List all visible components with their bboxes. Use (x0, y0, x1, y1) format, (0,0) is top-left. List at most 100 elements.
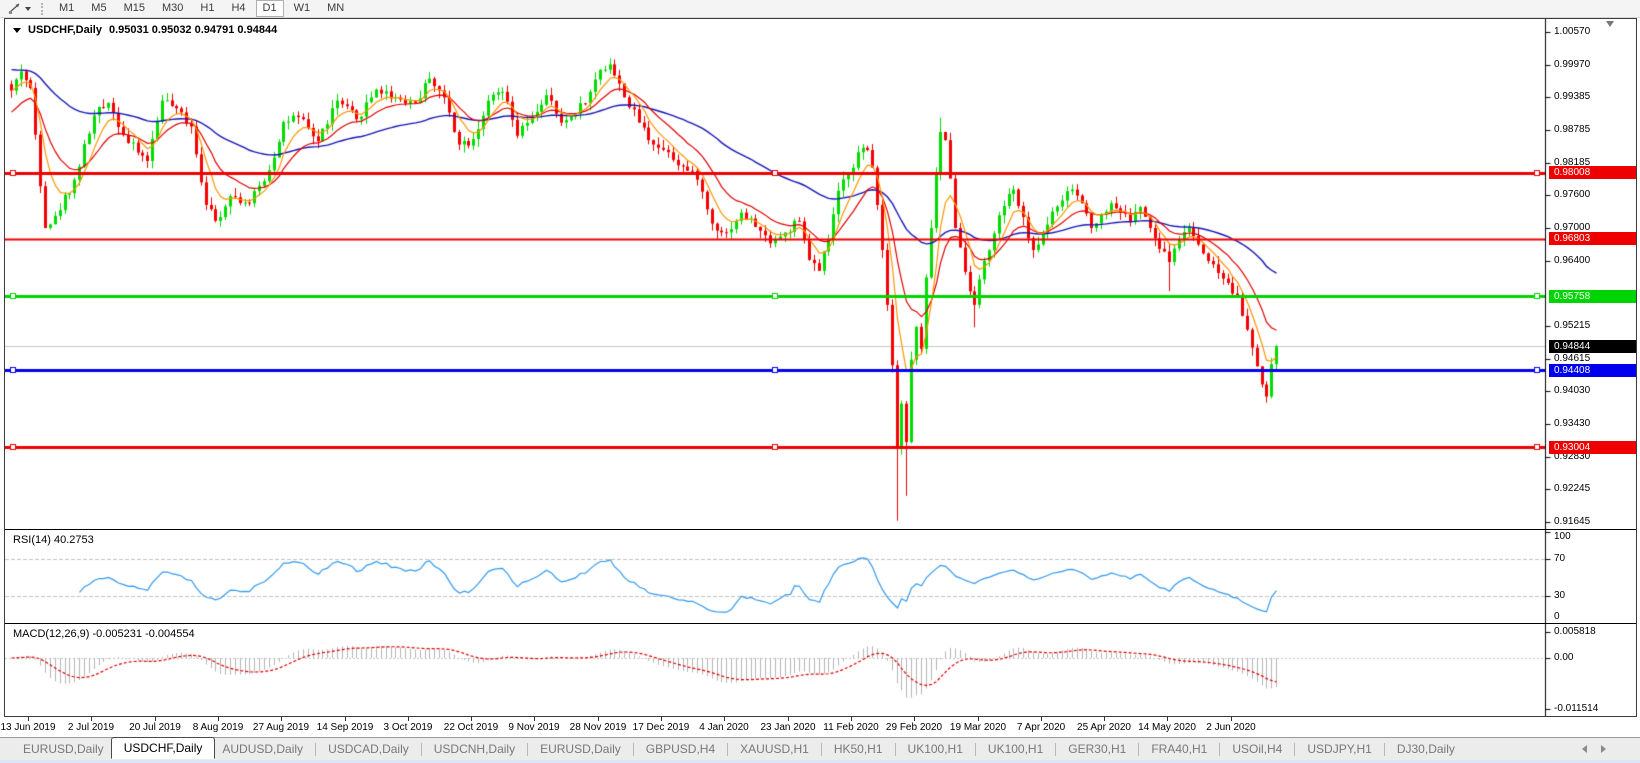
macd-panel: MACD(12,26,9) -0.005231 -0.004554 0.0058… (5, 624, 1636, 716)
timeframe-buttons: M1 M5 M15 M30 H1 H4 D1 W1 MN (52, 0, 351, 17)
chart-tab-usdcnh-4[interactable]: USDCNH,Daily (433, 742, 516, 756)
chart-tab-usdchf-1[interactable]: USDCHF,Daily (110, 737, 216, 759)
chart-shift-marker-icon (1606, 21, 1614, 27)
chart-window: USDCHF,Daily 0.95031 0.95032 0.94791 0.9… (4, 18, 1637, 717)
price-axis-tick-label: 0.95215 (1554, 320, 1591, 331)
time-axis-label: 25 Apr 2020 (1077, 722, 1131, 733)
time-axis-label: 13 Jun 2019 (0, 722, 56, 733)
time-axis-tick (471, 717, 472, 721)
chart-tab-audusd-2[interactable]: AUDUSD,Daily (222, 742, 304, 756)
chart-tab-usdcad-3[interactable]: USDCAD,Daily (328, 742, 409, 756)
time-axis-tick (914, 717, 915, 721)
time-axis-label: 27 Aug 2019 (252, 722, 310, 733)
chart-tab-ger30-11[interactable]: GER30,H1 (1068, 742, 1127, 756)
chart-tab-fra40-12[interactable]: FRA40,H1 (1151, 742, 1208, 756)
tab-separator (820, 742, 822, 756)
chart-tab-uk100-9[interactable]: UK100,H1 (907, 742, 963, 756)
tab-separator (1294, 742, 1296, 756)
tab-separator (420, 742, 422, 756)
tab-separator (527, 742, 529, 756)
tabs-scroll-left-icon[interactable] (1582, 745, 1587, 753)
top-toolbar: M1 M5 M15 M30 H1 H4 D1 W1 MN (0, 0, 1640, 18)
price-axis-tick-label: 0.92830 (1554, 451, 1591, 462)
price-chart-canvas[interactable] (5, 19, 1636, 529)
chevron-down-icon (25, 6, 31, 11)
chart-tab-eurusd-0[interactable]: EURUSD,Daily (23, 742, 104, 756)
tab-separator (632, 742, 634, 756)
timeframe-button-m30[interactable]: M30 (161, 2, 184, 14)
price-axis-tick-label: 0.96400 (1554, 255, 1591, 266)
time-axis-label: 29 Feb 2020 (885, 722, 943, 733)
time-axis-tick (1104, 717, 1105, 721)
macd-label: MACD(12,26,9) -0.005231 -0.004554 (13, 628, 195, 640)
line-studies-button[interactable] (4, 1, 35, 17)
time-axis-label: 14 Sep 2019 (316, 722, 374, 733)
chart-tab-eurusd-5[interactable]: EURUSD,Daily (540, 742, 621, 756)
price-axis-tick-label: 0.97600 (1554, 189, 1591, 200)
time-axis-tick (788, 717, 789, 721)
timeframe-button-h4[interactable]: H4 (231, 2, 246, 14)
chart-tab-xauusd-7[interactable]: XAUUSD,H1 (740, 742, 809, 756)
time-axis-label: 8 Aug 2019 (192, 722, 244, 733)
toolbar-grip (41, 2, 45, 15)
current-price-tag: 0.94844 (1549, 340, 1636, 353)
macd-canvas[interactable] (5, 624, 1636, 716)
time-axis-tick (155, 717, 156, 721)
hline-price-tag: 0.96803 (1549, 232, 1636, 245)
timeframe-button-mn[interactable]: MN (327, 2, 345, 14)
timeframe-button-m15[interactable]: M15 (123, 2, 145, 14)
time-axis-tick (408, 717, 409, 721)
chart-tab-gbpusd-6[interactable]: GBPUSD,H4 (645, 742, 716, 756)
hline-price-tag: 0.98008 (1549, 166, 1636, 179)
tab-separator (1383, 742, 1385, 756)
price-axis-tick-label: 0.94615 (1554, 353, 1591, 364)
timeframe-button-d1[interactable]: D1 (255, 0, 284, 17)
time-axis-label: 2 Jul 2019 (67, 722, 115, 733)
rsi-canvas[interactable] (5, 530, 1636, 623)
chart-ohlc-values: 0.95031 0.95032 0.94791 0.94844 (108, 24, 278, 36)
chart-tab-usoil-13[interactable]: USOil,H4 (1232, 742, 1283, 756)
symbol-dropdown-icon[interactable] (13, 27, 21, 33)
time-axis-tick (1167, 717, 1168, 721)
timeframe-button-w1[interactable]: W1 (293, 2, 311, 14)
time-axis-label: 14 May 2020 (1138, 722, 1196, 733)
time-axis-label: 4 Jan 2020 (699, 722, 749, 733)
chart-title[interactable]: USDCHF,Daily 0.95031 0.95032 0.94791 0.9… (13, 24, 277, 36)
tab-scroll-arrows (1582, 745, 1606, 753)
time-axis-tick (598, 717, 599, 721)
price-axis-tick-label: 1.00570 (1554, 26, 1591, 37)
price-axis-tick-label: 0.99970 (1554, 59, 1591, 70)
chart-tab-hk50-8[interactable]: HK50,H1 (833, 742, 883, 756)
chart-symbol: USDCHF,Daily (28, 24, 102, 36)
timeframe-button-m5[interactable]: M5 (91, 2, 107, 14)
time-axis-label: 22 Oct 2019 (443, 722, 499, 733)
timeframe-button-m1[interactable]: M1 (59, 2, 75, 14)
hline-price-tag: 0.95758 (1549, 290, 1636, 303)
tabs-scroll-right-icon[interactable] (1601, 745, 1606, 753)
chart-tab-usdjpy-14[interactable]: USDJPY,H1 (1307, 742, 1372, 756)
time-axis-tick (661, 717, 662, 721)
time-axis-tick (534, 717, 535, 721)
price-axis-tick-label: 0.98185 (1554, 157, 1591, 168)
time-axis: 13 Jun 2019 2 Jul 2019 20 Jul 2019 8 Aug 20… (0, 717, 1640, 737)
timeframe-button-h1[interactable]: H1 (200, 2, 215, 14)
price-axis-tick-label: 0.93430 (1554, 418, 1591, 429)
tab-separator (1138, 742, 1140, 756)
macd-axis-label: -0.011514 (1554, 703, 1599, 714)
tab-separator (315, 742, 317, 756)
rsi-axis-label: 100 (1554, 531, 1571, 542)
price-axis-tick-label: 0.99385 (1554, 91, 1591, 102)
chart-tab-dj30-15[interactable]: DJ30,Daily (1396, 742, 1455, 756)
time-axis-tick (851, 717, 852, 721)
rsi-axis-label: 0 (1554, 611, 1560, 622)
time-axis-label: 7 Apr 2020 (1016, 722, 1066, 733)
chart-tab-uk100-10[interactable]: UK100,H1 (987, 742, 1044, 756)
rsi-panel: RSI(14) 40.2753 100 70 30 0 (5, 530, 1636, 624)
price-axis-tick-label: 0.91645 (1554, 516, 1591, 527)
time-axis-tick (724, 717, 725, 721)
rsi-axis-label: 70 (1554, 553, 1566, 564)
time-axis-label: 9 Nov 2019 (508, 722, 560, 733)
tab-separator (894, 742, 896, 756)
time-axis-label: 11 Feb 2020 (823, 722, 879, 733)
